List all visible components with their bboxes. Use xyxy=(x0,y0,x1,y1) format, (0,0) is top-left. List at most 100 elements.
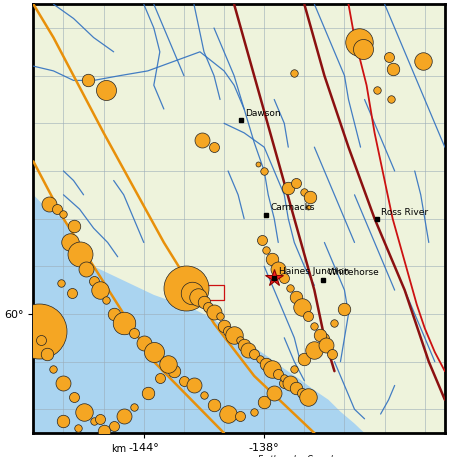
Point xyxy=(80,408,87,415)
Point xyxy=(70,222,77,229)
Point xyxy=(60,379,67,387)
Point xyxy=(110,310,117,318)
Point xyxy=(182,284,189,292)
Text: Carmacks: Carmacks xyxy=(270,203,315,213)
Point xyxy=(329,351,336,358)
Text: Ross River: Ross River xyxy=(381,208,428,217)
Point xyxy=(241,341,248,349)
Point xyxy=(287,379,294,387)
Point xyxy=(164,361,172,368)
Point xyxy=(170,367,177,375)
Point xyxy=(291,69,298,77)
Point xyxy=(269,255,276,263)
Point xyxy=(307,193,314,201)
Point xyxy=(58,279,65,287)
Point xyxy=(82,265,89,272)
Point xyxy=(60,418,67,425)
Point xyxy=(110,422,117,430)
Point xyxy=(275,265,282,272)
Point xyxy=(255,160,262,167)
Point xyxy=(102,86,109,94)
Point xyxy=(76,251,83,258)
Text: Dawson: Dawson xyxy=(245,109,281,118)
Point xyxy=(299,389,306,396)
Point xyxy=(281,379,288,387)
Point xyxy=(130,329,137,337)
Point xyxy=(211,143,218,151)
Point xyxy=(387,96,394,103)
Point xyxy=(220,322,228,329)
Point xyxy=(321,334,328,341)
Point xyxy=(200,298,207,306)
Point xyxy=(293,384,300,392)
Text: km: km xyxy=(111,444,126,454)
Point xyxy=(263,246,270,253)
Point xyxy=(144,389,151,396)
Text: Haines Junction: Haines Junction xyxy=(279,267,350,276)
Text: EarthquakesCanada
SîsmesCanada: EarthquakesCanada SîsmesCanada xyxy=(258,455,339,457)
Point xyxy=(46,201,53,208)
Point xyxy=(419,58,427,65)
Point xyxy=(90,418,97,425)
Point xyxy=(50,365,57,372)
Point xyxy=(293,179,300,186)
Point xyxy=(44,351,51,358)
Point xyxy=(100,427,107,435)
Point xyxy=(263,361,270,368)
Point xyxy=(251,408,258,415)
Point xyxy=(275,370,282,377)
Point xyxy=(385,53,392,60)
Point xyxy=(287,284,294,292)
Point xyxy=(341,306,348,313)
Point xyxy=(120,413,128,420)
Point xyxy=(305,203,312,210)
Point xyxy=(271,389,278,396)
Point xyxy=(311,346,318,353)
Point xyxy=(211,308,218,315)
Point xyxy=(256,356,264,363)
Point xyxy=(90,277,97,284)
Point xyxy=(156,375,163,382)
Point xyxy=(96,287,103,294)
Point xyxy=(251,351,258,358)
Point xyxy=(281,275,288,282)
Point xyxy=(259,236,266,244)
Point xyxy=(293,294,300,301)
Point xyxy=(150,348,158,356)
Point xyxy=(190,382,198,389)
Point xyxy=(66,239,73,246)
Point xyxy=(216,313,224,320)
Point xyxy=(130,403,137,410)
Point xyxy=(120,320,128,327)
Point xyxy=(54,206,61,213)
Point xyxy=(301,189,308,196)
Point xyxy=(70,394,77,401)
Point xyxy=(331,320,338,327)
Point xyxy=(317,332,324,339)
Point xyxy=(269,365,276,372)
Point xyxy=(211,401,218,408)
Point xyxy=(355,39,362,46)
Point xyxy=(36,327,43,335)
Point xyxy=(194,294,202,301)
Point xyxy=(281,375,288,382)
Point xyxy=(299,303,306,310)
Point xyxy=(237,336,244,344)
Point xyxy=(140,339,147,346)
Point xyxy=(285,184,292,191)
Point xyxy=(373,86,380,94)
Point xyxy=(38,336,45,344)
Point xyxy=(160,358,167,365)
Point xyxy=(301,356,308,363)
Point xyxy=(198,136,206,143)
Point xyxy=(224,410,232,418)
Point xyxy=(389,65,396,72)
Point xyxy=(60,210,67,218)
Polygon shape xyxy=(33,4,445,433)
Point xyxy=(291,365,298,372)
Point xyxy=(260,399,268,406)
Point xyxy=(224,327,232,335)
Point xyxy=(305,313,312,320)
Point xyxy=(311,322,318,329)
Point xyxy=(188,289,195,296)
